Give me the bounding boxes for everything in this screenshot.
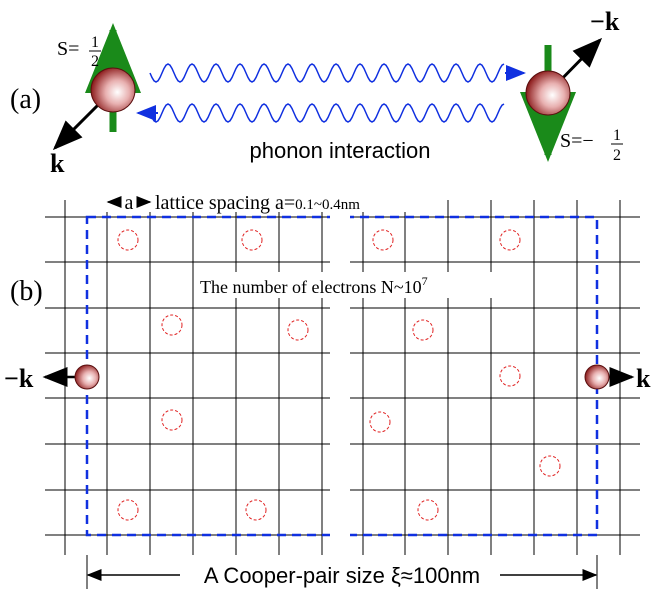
pair-boundary: [85, 215, 337, 537]
ion-site: [245, 499, 267, 521]
spin-denominator: 2: [613, 147, 621, 164]
ion-site: [499, 229, 521, 251]
ion-site: [161, 409, 183, 431]
ion-site: [539, 455, 561, 477]
phonon-wave: [149, 63, 505, 83]
spin-denominator: 2: [91, 53, 99, 70]
phonon-wave: [149, 103, 505, 123]
electron: [74, 364, 100, 390]
electron: [525, 70, 571, 116]
spin-prefix: S=: [57, 38, 79, 60]
spin-prefix: S=−: [560, 130, 594, 152]
label-bg: [195, 272, 505, 298]
panel-b: (b) −k k a lattice spacing a=0.1~0.4nm T…: [4, 190, 651, 589]
ion-site: [372, 229, 394, 251]
panel-label: (a): [10, 84, 41, 115]
ion-site: [161, 314, 183, 336]
ion-site: [417, 499, 439, 521]
spacing-value: 0.1~0.4nm: [295, 197, 360, 213]
electrons-text: The number of electrons N~107: [200, 274, 428, 297]
momentum-label: k: [50, 149, 65, 178]
spacing-text: lattice spacing a=: [155, 192, 295, 214]
electrons-text: The number of electrons N~10: [200, 277, 422, 297]
ion-site: [117, 229, 139, 251]
ion-site: [241, 229, 263, 251]
spin-numerator: 1: [613, 127, 621, 144]
panel-a: (a) S= 1 2 k −k S=− 1 2 phonon interacti…: [10, 7, 623, 178]
ion-site: [412, 319, 434, 341]
electron: [90, 67, 136, 113]
momentum-label: k: [636, 364, 651, 393]
ion-site: [117, 499, 139, 521]
electron: [584, 364, 610, 390]
momentum-label: −k: [590, 7, 620, 36]
gap: [330, 214, 350, 538]
spacing-text: lattice spacing a=0.1~0.4nm: [155, 192, 360, 214]
ion-site: [369, 411, 391, 433]
interaction-label: phonon interaction: [249, 138, 430, 163]
panel-label: (b): [10, 276, 43, 307]
ion-site: [499, 365, 521, 387]
pair-boundary: [343, 215, 599, 537]
electrons-exponent: 7: [422, 274, 428, 288]
momentum-label: −k: [4, 364, 34, 393]
ion-site: [287, 319, 309, 341]
label-bg: [102, 190, 422, 212]
spacing-symbol: a: [125, 192, 134, 214]
spin-numerator: 1: [91, 34, 99, 51]
pair-size-label: A Cooper-pair size ξ≈100nm: [204, 563, 480, 588]
